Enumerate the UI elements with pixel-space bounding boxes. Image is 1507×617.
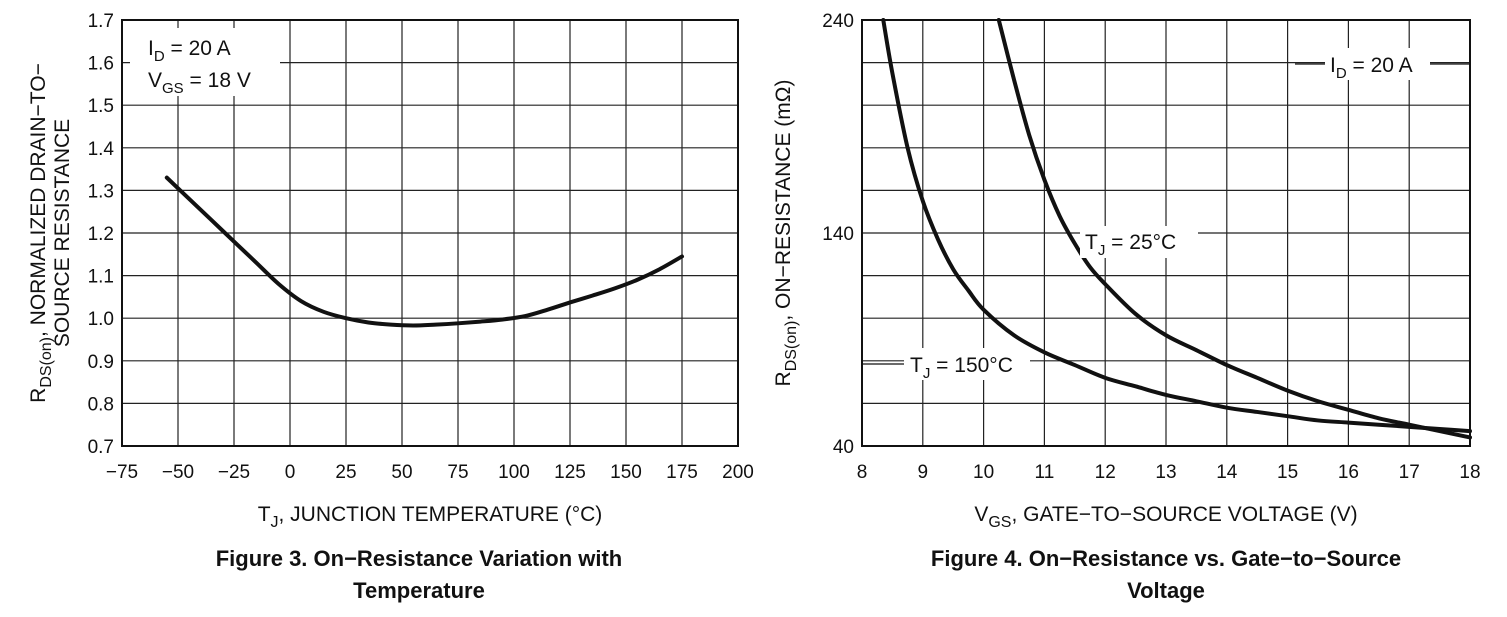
figure-3-x-tick-labels: −75 −50 −25 0 25 50 75 100 125 150 175 200 xyxy=(106,462,754,483)
fig4-x-tick-label-1: 9 xyxy=(918,462,929,483)
figure-3-y-label-line2: SOURCE RESISTANCE xyxy=(51,119,74,347)
figure-3-caption-line1: Figure 3. On−Resistance Variation with xyxy=(216,546,623,571)
fig4-x-tick-label-6: 14 xyxy=(1216,462,1238,483)
fig4-x-tick-label-3: 11 xyxy=(1035,462,1055,483)
figure-4-label-150c-background xyxy=(904,348,1030,380)
fig3-y-tick-label-6: 1.3 xyxy=(88,181,114,202)
fig4-x-tick-label-10: 18 xyxy=(1459,462,1480,483)
figure-4-label-25c: TJ = 25°C xyxy=(1085,231,1176,259)
figure-4-caption-line1: Figure 4. On−Resistance vs. Gate−to−Sour… xyxy=(931,546,1401,571)
fig4-y-tick-label-2: 240 xyxy=(822,11,854,32)
fig3-x-tick-label-3: 0 xyxy=(285,462,296,483)
fig4-x-tick-label-4: 12 xyxy=(1095,462,1116,483)
figure-4-caption-line2: Voltage xyxy=(1127,578,1205,603)
figure-3-y-axis-label: RDS(on), NORMALIZED DRAIN−TO− SOURCE RES… xyxy=(27,63,74,403)
fig3-x-tick-label-11: 200 xyxy=(722,462,754,483)
figure-3-x-axis-label: TJ, JUNCTION TEMPERATURE (°C) xyxy=(258,503,603,531)
figure-3-series-line xyxy=(164,175,684,328)
figure-4-annotation-background xyxy=(1325,48,1430,80)
figure-4-series-line-150c xyxy=(881,18,1472,434)
fig3-y-tick-label-8: 1.5 xyxy=(88,96,114,117)
fig3-x-tick-label-10: 175 xyxy=(666,462,698,483)
fig3-x-tick-label-5: 50 xyxy=(391,462,412,483)
fig3-y-tick-label-0: 0.7 xyxy=(88,437,114,458)
fig3-y-tick-label-9: 1.6 xyxy=(88,54,114,75)
figure-3-annotation-id: ID = 20 A xyxy=(148,37,231,65)
figure-3-y-label-line1: RDS(on), NORMALIZED DRAIN−TO− xyxy=(27,63,55,403)
figure-3-chart: ID = 20 A VGS = 18 V −75 −50 −25 0 25 50 75 100… xyxy=(27,11,754,603)
fig4-x-tick-label-7: 15 xyxy=(1277,462,1298,483)
figure-4-x-tick-labels: 8 9 10 11 12 13 14 15 16 17 18 xyxy=(857,462,1481,483)
figure-4-frame xyxy=(861,19,1471,447)
fig4-x-tick-label-2: 10 xyxy=(973,462,994,483)
fig3-x-tick-label-1: −50 xyxy=(162,462,194,483)
figure-3-y-tick-labels: 0.7 0.8 0.9 1.0 1.1 1.2 1.3 1.4 1.5 1.6 1.7 xyxy=(88,11,115,458)
fig3-y-tick-label-10: 1.7 xyxy=(88,11,114,32)
fig3-y-tick-label-5: 1.2 xyxy=(88,224,114,245)
figure-4-y-axis-label: RDS(on), ON−RESISTANCE (mΩ) xyxy=(772,80,800,387)
fig3-x-tick-label-9: 150 xyxy=(610,462,642,483)
figure-4-y-tick-labels: 40 140 240 xyxy=(822,11,854,458)
fig4-y-tick-label-1: 140 xyxy=(822,224,854,245)
figure-4-label-150c: TJ = 150°C xyxy=(910,354,1013,382)
figure-4-series-line-25c xyxy=(996,18,1472,440)
fig3-y-tick-label-4: 1.1 xyxy=(88,267,114,288)
figure-4-annotation-id: ID = 20 A xyxy=(1330,54,1413,82)
figure-4-x-axis-label: VGS, GATE−TO−SOURCE VOLTAGE (V) xyxy=(974,503,1357,531)
figure-3-caption-line2: Temperature xyxy=(353,578,485,603)
fig3-x-tick-label-2: −25 xyxy=(218,462,250,483)
fig3-y-tick-label-1: 0.8 xyxy=(88,394,114,415)
fig4-y-tick-label-0: 40 xyxy=(833,437,854,458)
fig4-x-tick-label-5: 13 xyxy=(1155,462,1176,483)
figure-4-y-label-text: RDS(on), ON−RESISTANCE (mΩ) xyxy=(772,80,800,387)
fig4-x-tick-label-9: 17 xyxy=(1399,462,1420,483)
fig3-x-tick-label-8: 125 xyxy=(554,462,586,483)
fig3-y-tick-label-3: 1.0 xyxy=(88,309,114,330)
figure-4-label-25c-background xyxy=(1080,226,1198,258)
fig3-x-tick-label-7: 100 xyxy=(498,462,530,483)
fig3-y-tick-label-2: 0.9 xyxy=(88,352,114,373)
fig3-x-tick-label-4: 25 xyxy=(335,462,356,483)
fig3-x-tick-label-0: −75 xyxy=(106,462,138,483)
fig3-y-tick-label-7: 1.4 xyxy=(88,139,115,160)
figure-3-annotation-background xyxy=(130,28,280,96)
fig4-x-tick-label-0: 8 xyxy=(857,462,868,483)
fig4-x-tick-label-8: 16 xyxy=(1338,462,1359,483)
figure-3-frame xyxy=(121,19,739,447)
fig3-x-tick-label-6: 75 xyxy=(447,462,468,483)
figure-4-chart: ID = 20 A TJ = 25°C TJ = 150°C 8 9 10 11 12 1… xyxy=(772,11,1481,603)
figure-3-annotation-vgs: VGS = 18 V xyxy=(148,69,251,97)
